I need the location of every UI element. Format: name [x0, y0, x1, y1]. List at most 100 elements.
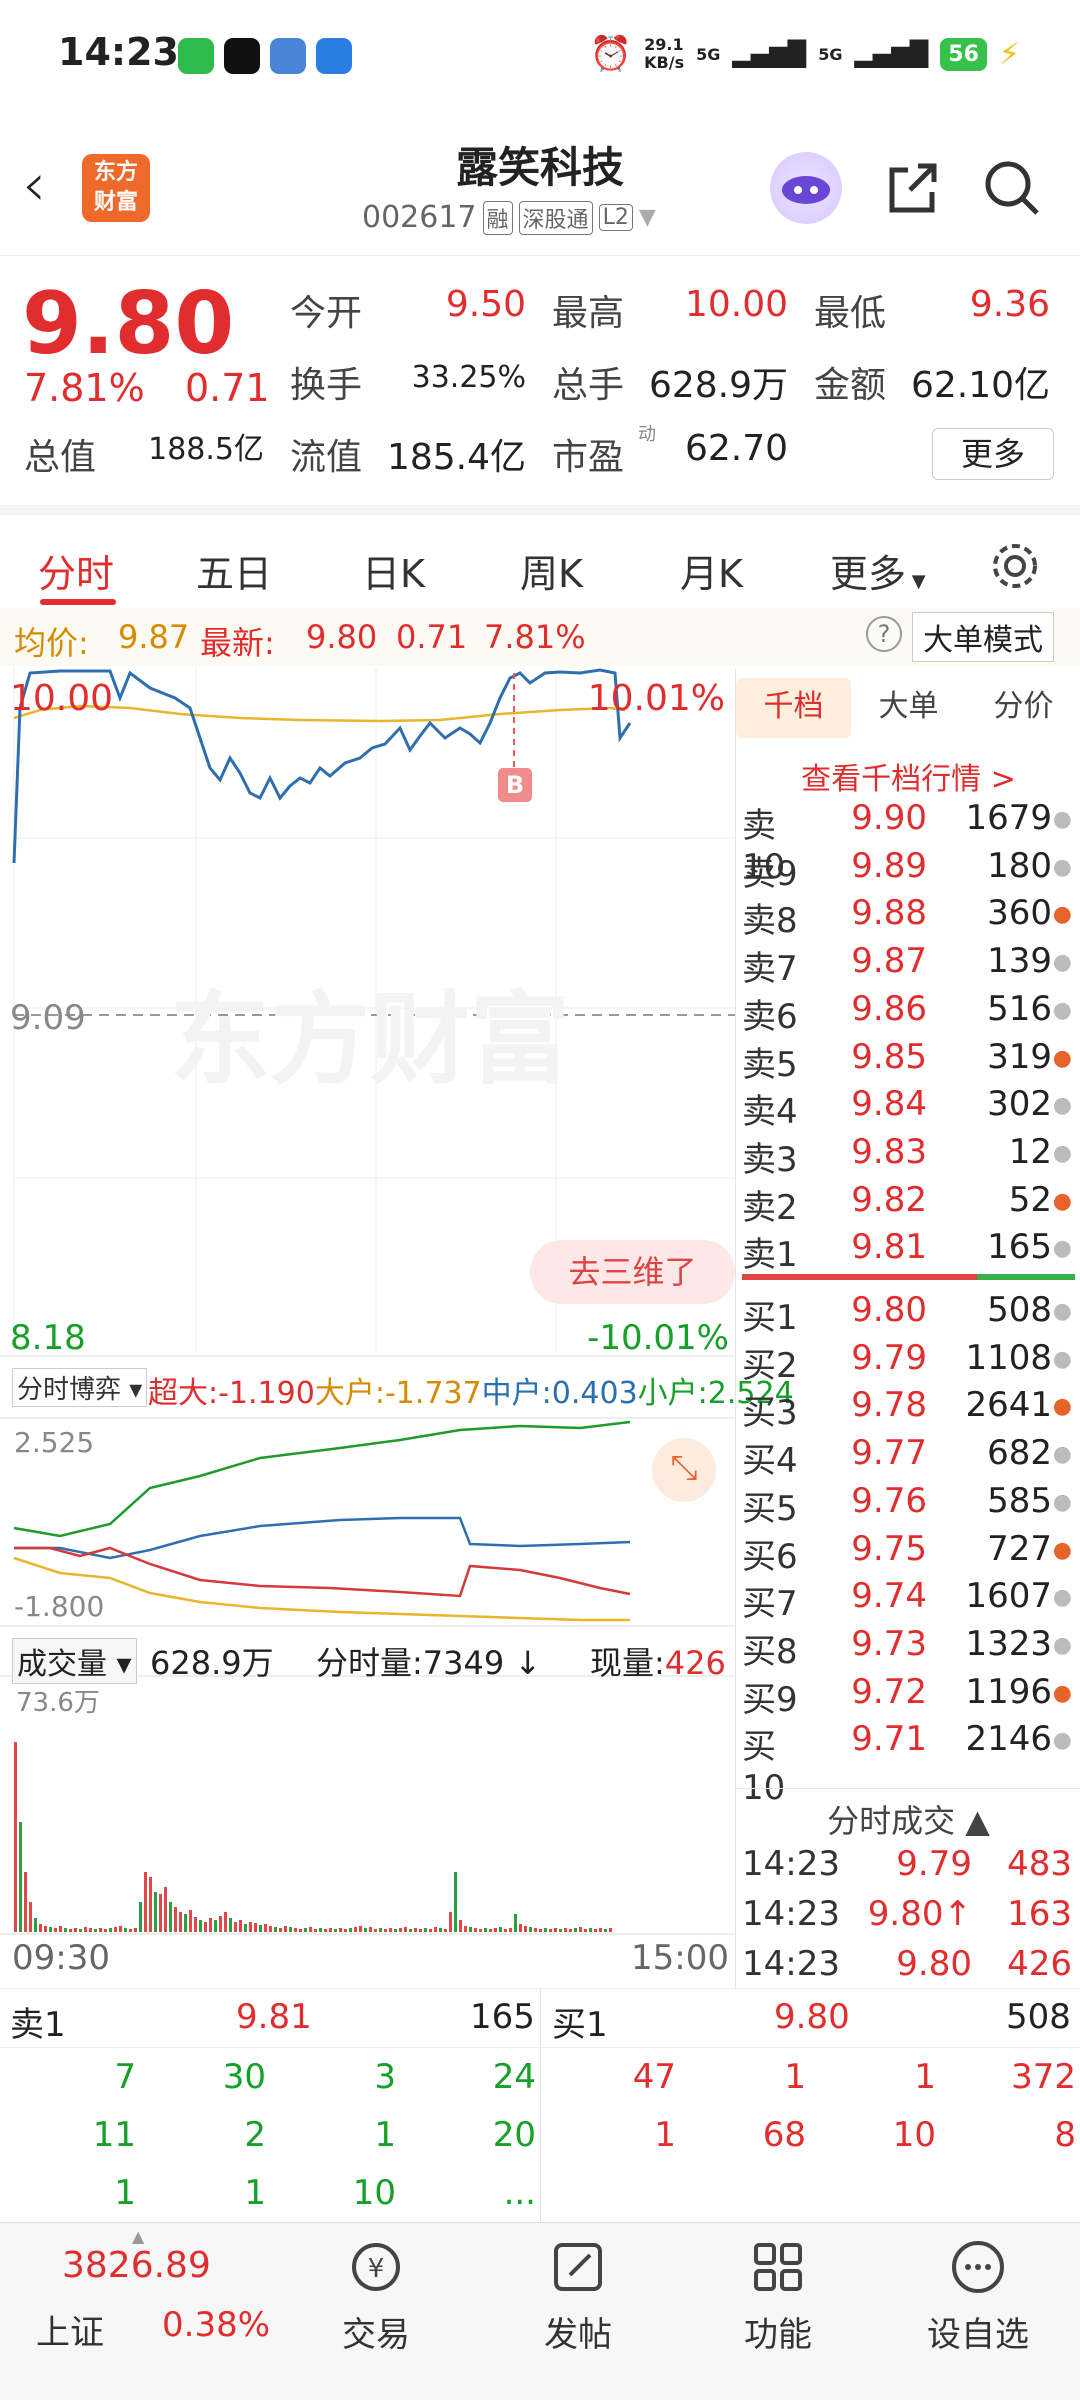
more-button[interactable]: 更多	[932, 428, 1054, 480]
sell-level-row[interactable]: 卖7 9.87 139 ●	[742, 941, 1072, 990]
volume-bar	[79, 1929, 82, 1932]
sell-level-row[interactable]: 卖9 9.89 180 ●	[742, 845, 1072, 894]
avg-label: 均价:	[14, 624, 89, 662]
volume-bar	[484, 1928, 487, 1932]
buy-level-row[interactable]: 买5 9.76 585 ●	[742, 1480, 1072, 1529]
share-icon[interactable]	[880, 156, 944, 220]
buy-level-row[interactable]: 买8 9.73 1323 ●	[742, 1623, 1072, 1672]
change-percent: 7.81%	[24, 366, 145, 410]
volume-bar	[24, 1872, 27, 1932]
volume-bar	[59, 1926, 62, 1932]
stock-code: 002617	[362, 200, 477, 235]
grid-icon	[754, 2243, 802, 2291]
tab-more[interactable]: 更多 ▼	[830, 552, 926, 596]
assistant-avatar[interactable]	[770, 152, 842, 224]
expand-icon[interactable]: ⤡	[652, 1438, 716, 1502]
buy-level-row[interactable]: 买10 9.71 2146 ●	[742, 1719, 1072, 1809]
collapse-icon[interactable]: ▲	[132, 2227, 145, 2246]
buy-level-row[interactable]: 买9 9.72 1196 ●	[742, 1671, 1072, 1720]
tab-price-split[interactable]: 分价	[993, 689, 1054, 724]
queue-volume: 1	[654, 2115, 676, 2155]
sell1-label: 卖1	[10, 2005, 66, 2045]
view-thousand-level-link[interactable]: 查看千档行情 >	[801, 762, 1016, 797]
to-3d-button[interactable]: 去三维了	[530, 1240, 735, 1304]
buy-level-row[interactable]: 买4 9.77 682 ●	[742, 1433, 1072, 1482]
volume-bar	[154, 1892, 157, 1932]
volume-bar	[374, 1929, 377, 1932]
current-price: 9.80	[22, 274, 235, 374]
intraday-chart-area[interactable]: 东方财富 10.00 10.01% 9.09 8.18 -10.01% B 去三…	[0, 668, 794, 1988]
volume-bar	[44, 1926, 47, 1932]
latest-change: 0.71	[396, 618, 468, 656]
axis-high-pct: 10.01%	[587, 678, 725, 719]
settings-gear-icon[interactable]	[988, 539, 1042, 593]
help-icon[interactable]: ?	[866, 616, 902, 652]
volume-bar	[144, 1872, 147, 1932]
stock-code-row[interactable]: 002617 融 深股通 L2 ▼	[362, 200, 656, 235]
search-icon[interactable]	[980, 156, 1044, 220]
volume-bar	[299, 1929, 302, 1932]
tab-daily-k[interactable]: 日K	[362, 552, 425, 596]
sell-level-row[interactable]: 卖10 9.90 1679 ●	[742, 798, 1072, 887]
sell-level-row[interactable]: 卖1 9.81 165 ●	[742, 1227, 1072, 1276]
game-min: -1.800	[14, 1590, 105, 1623]
volume-bar	[419, 1929, 422, 1932]
game-selector[interactable]: 分时博弈 ▾	[12, 1368, 148, 1407]
sell-level-row[interactable]: 卖3 9.83 12 ●	[742, 1131, 1072, 1180]
volume-minute: 分时量:7349 ↓	[316, 1644, 542, 1682]
buy-level-row[interactable]: 买2 9.79 1108 ●	[742, 1337, 1072, 1386]
nav-trade[interactable]: ¥ 交易	[306, 2235, 446, 2356]
tab-big-order[interactable]: 大单	[878, 689, 939, 724]
dropdown-icon[interactable]: ▼	[638, 205, 656, 230]
volume-bar	[344, 1929, 347, 1932]
big-order-mode-button[interactable]: 大单模式	[912, 612, 1054, 662]
volume-bar	[564, 1928, 567, 1932]
sell-level-row[interactable]: 卖4 9.84 302 ●	[742, 1084, 1072, 1133]
buy-level-row[interactable]: 买7 9.74 1607 ●	[742, 1576, 1072, 1625]
volume-bar	[279, 1928, 282, 1932]
trades-header[interactable]: 分时成交 ▲	[827, 1802, 990, 1840]
buy-level-row[interactable]: 买6 9.75 727 ●	[742, 1528, 1072, 1577]
volume-bar	[284, 1926, 287, 1932]
volume-selector[interactable]: 成交量 ▾	[12, 1638, 137, 1684]
index-value[interactable]: 3826.89	[62, 2245, 211, 2286]
sell-level-row[interactable]: 卖8 9.88 360 ●	[742, 893, 1072, 942]
latest-pct: 7.81%	[484, 618, 586, 656]
queue-volume: 10	[892, 2115, 936, 2155]
nav-functions[interactable]: 功能	[708, 2235, 848, 2356]
queue-volume: 7	[114, 2057, 136, 2097]
tag-margin: 融	[482, 200, 513, 235]
bottom-nav: 3826.89 ▲ 上证 0.38% ¥ 交易 发帖 功能 设自选	[0, 2222, 1080, 2400]
chart-tabs: 分时 五日 日K 周K 月K 更多 ▼	[0, 505, 1080, 605]
tab-monthly-k[interactable]: 月K	[680, 552, 743, 596]
volume-bar	[124, 1928, 127, 1932]
game-line-big	[13, 1556, 630, 1622]
buy-level-row[interactable]: 买3 9.78 2641 ●	[742, 1385, 1072, 1434]
back-icon[interactable]: ‹	[22, 150, 46, 220]
volume-bar	[139, 1902, 142, 1932]
volume-bar	[84, 1927, 87, 1932]
tab-intraday[interactable]: 分时	[38, 552, 115, 596]
tab-weekly-k[interactable]: 周K	[520, 552, 583, 596]
sell-level-row[interactable]: 卖2 9.82 52 ●	[742, 1179, 1072, 1228]
tab-thousand-level[interactable]: 千档	[736, 678, 851, 738]
nav-post[interactable]: 发帖	[508, 2235, 648, 2356]
latest-value: 9.80	[306, 618, 378, 656]
volume-bar	[364, 1928, 367, 1932]
signal-icon: 5G	[696, 44, 721, 64]
buy-marker[interactable]: B	[505, 771, 525, 799]
sell-level-row[interactable]: 卖5 9.85 319 ●	[742, 1036, 1072, 1085]
volume-bar	[389, 1928, 392, 1932]
volume-bar	[159, 1894, 162, 1932]
buy-level-row[interactable]: 买1 9.80 508 ●	[742, 1290, 1072, 1338]
volume-bar	[49, 1927, 52, 1932]
volume-bar	[604, 1929, 607, 1932]
sell-level-row[interactable]: 卖6 9.86 516 ●	[742, 988, 1072, 1037]
queue-volume: 8	[1054, 2115, 1076, 2155]
market-cap-cell: 总值 188.5亿	[24, 432, 264, 478]
queue-volume: 30	[222, 2057, 266, 2097]
tab-five-day[interactable]: 五日	[196, 552, 273, 596]
nav-add-watchlist[interactable]: 设自选	[908, 2235, 1048, 2356]
volume-bar	[574, 1928, 577, 1932]
volume-bar	[199, 1920, 202, 1932]
